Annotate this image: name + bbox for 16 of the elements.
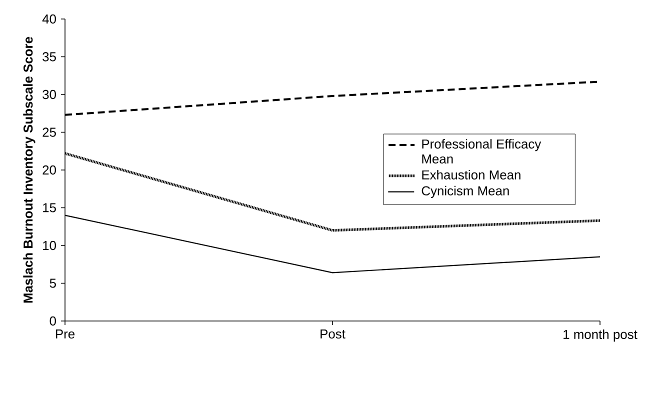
x-tick-label: Pre	[56, 330, 75, 339]
legend-label: Cynicism Mean	[422, 186, 509, 198]
y-tick-label: 10	[43, 240, 56, 250]
x-tick-label: Post	[320, 330, 346, 339]
y-tick-label: 40	[42, 14, 56, 24]
y-axis-title: Maslach Burnout Inventory Subscale Score	[23, 36, 36, 303]
y-tick-label: 0	[50, 316, 56, 326]
legend-label: Exhaustion Mean	[422, 170, 520, 180]
legend-label: Professional Efficacy Mean	[422, 139, 542, 164]
y-tick-label: 15	[43, 203, 56, 212]
y-tick-label: 20	[42, 165, 56, 175]
y-tick-label: 25	[42, 128, 56, 137]
y-tick-label: 5	[50, 278, 56, 288]
x-tick-label: 1 month post	[564, 330, 638, 342]
y-tick-label: 35	[42, 52, 56, 62]
y-tick-label: 30	[42, 90, 56, 100]
